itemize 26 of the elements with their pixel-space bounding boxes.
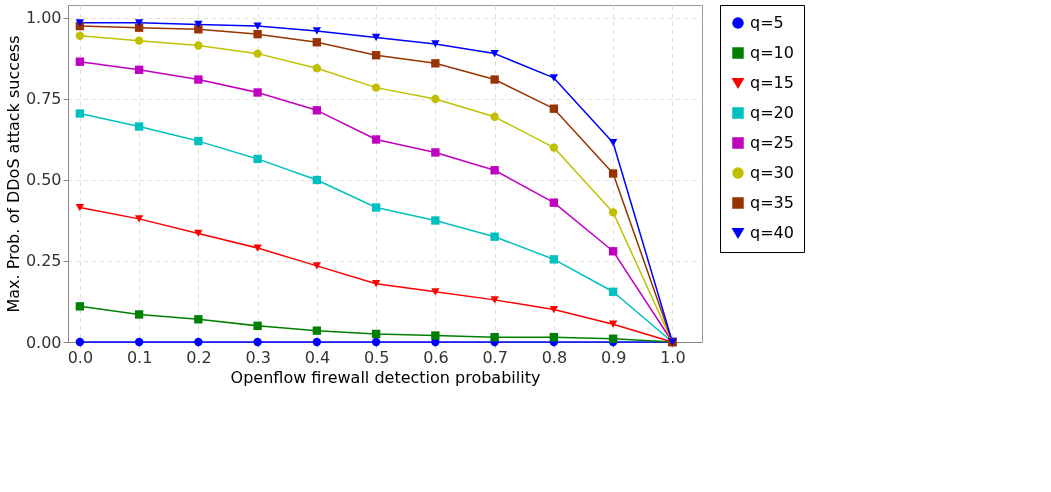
legend-label: q=40 xyxy=(750,223,794,242)
x-tick-label: 0.6 xyxy=(423,347,449,367)
x-tick-label: 0.8 xyxy=(541,347,568,367)
x-tick-label: 0.0 xyxy=(67,347,94,367)
y-tick-label: 0.25 xyxy=(25,251,62,271)
x-axis-title: Openflow firewall detection probability xyxy=(230,367,541,387)
x-tick-label: 0.9 xyxy=(600,347,627,367)
x-tick-label: 0.2 xyxy=(186,347,212,367)
legend-label: q=10 xyxy=(750,43,794,62)
y-tick-label: 0.00 xyxy=(25,332,62,352)
legend-label: q=35 xyxy=(750,193,794,212)
x-tick-label: 0.5 xyxy=(363,347,390,367)
y-tick-label: 0.75 xyxy=(25,89,62,109)
legend-label: q=20 xyxy=(750,103,794,122)
legend-label: q=25 xyxy=(750,133,794,152)
x-tick-label: 0.7 xyxy=(482,347,508,367)
legend-label: q=30 xyxy=(750,163,794,182)
x-tick-label: 0.3 xyxy=(245,347,271,367)
legend-label: q=5 xyxy=(750,13,784,32)
x-tick-label: 0.4 xyxy=(304,347,331,367)
y-tick-label: 1.00 xyxy=(25,8,62,28)
x-tick-label: 1.0 xyxy=(660,347,686,367)
x-tick-label: 0.1 xyxy=(126,347,153,367)
y-axis-title: Max. Prob. of DDoS attack success xyxy=(3,35,23,313)
legend-label: q=15 xyxy=(750,73,794,92)
y-tick-label: 0.50 xyxy=(25,170,62,190)
